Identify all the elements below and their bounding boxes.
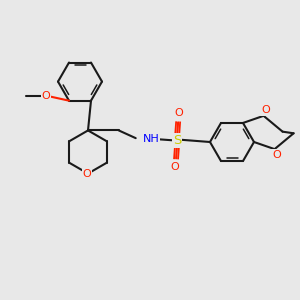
Text: O: O	[82, 169, 91, 178]
Text: O: O	[171, 162, 179, 172]
Text: S: S	[173, 134, 181, 147]
Text: O: O	[261, 105, 270, 115]
Text: O: O	[175, 108, 184, 118]
Text: O: O	[272, 150, 281, 160]
Text: O: O	[41, 91, 50, 101]
Text: NH: NH	[143, 134, 160, 144]
